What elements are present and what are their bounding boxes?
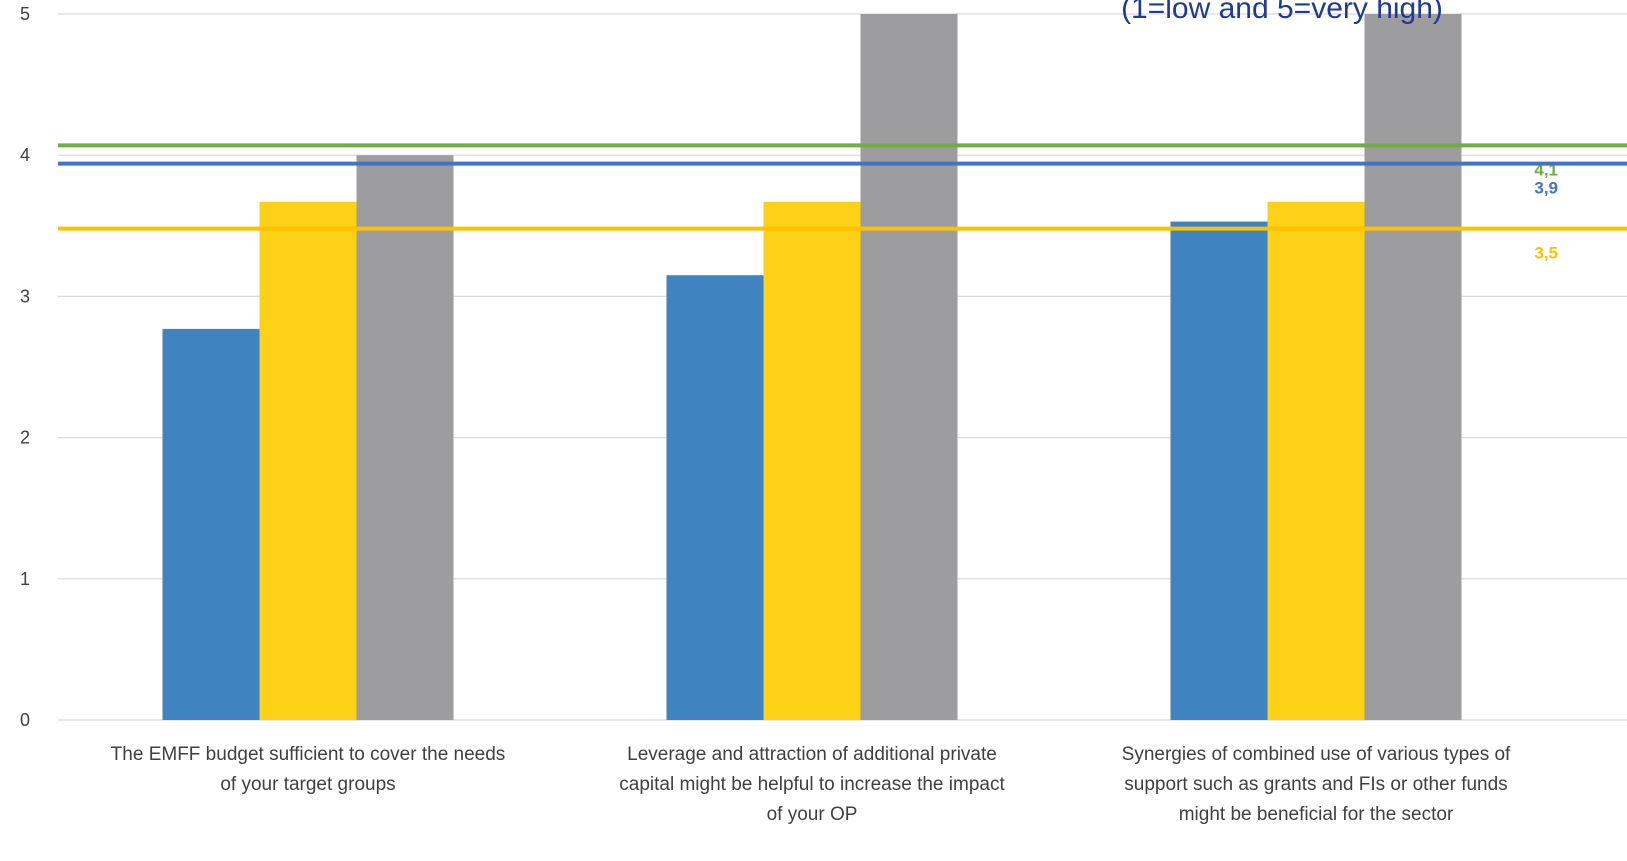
reference-line-label: 3,5 bbox=[1534, 244, 1558, 263]
bar bbox=[1170, 221, 1268, 720]
y-tick-label: 1 bbox=[20, 569, 30, 589]
bar bbox=[356, 155, 454, 720]
bar bbox=[259, 201, 357, 720]
x-category-label: The EMFF budget sufficient to cover the … bbox=[111, 744, 506, 795]
x-category-label: Leverage and attraction of additional pr… bbox=[619, 744, 1005, 825]
x-axis-categories: The EMFF budget sufficient to cover the … bbox=[111, 744, 1511, 825]
reference-lines: 4,13,93,5 bbox=[58, 143, 1627, 263]
y-tick-label: 0 bbox=[20, 710, 30, 730]
bar bbox=[1364, 14, 1462, 720]
y-tick-label: 4 bbox=[20, 145, 30, 165]
bar bbox=[666, 275, 764, 720]
y-tick-label: 2 bbox=[20, 428, 30, 448]
bar bbox=[860, 14, 958, 720]
bar bbox=[763, 201, 861, 720]
y-tick-label: 5 bbox=[20, 4, 30, 24]
x-category-label: Synergies of combined use of various typ… bbox=[1122, 744, 1511, 825]
y-tick-label: 3 bbox=[20, 286, 30, 306]
bar bbox=[1267, 201, 1365, 720]
bars bbox=[162, 14, 1462, 720]
y-axis-ticks: 0 1 2 3 4 5 bbox=[20, 4, 30, 730]
chart-title: (1=low and 5=very high) bbox=[1121, 0, 1443, 25]
bar bbox=[162, 328, 260, 720]
reference-line-label: 3,9 bbox=[1534, 179, 1558, 198]
